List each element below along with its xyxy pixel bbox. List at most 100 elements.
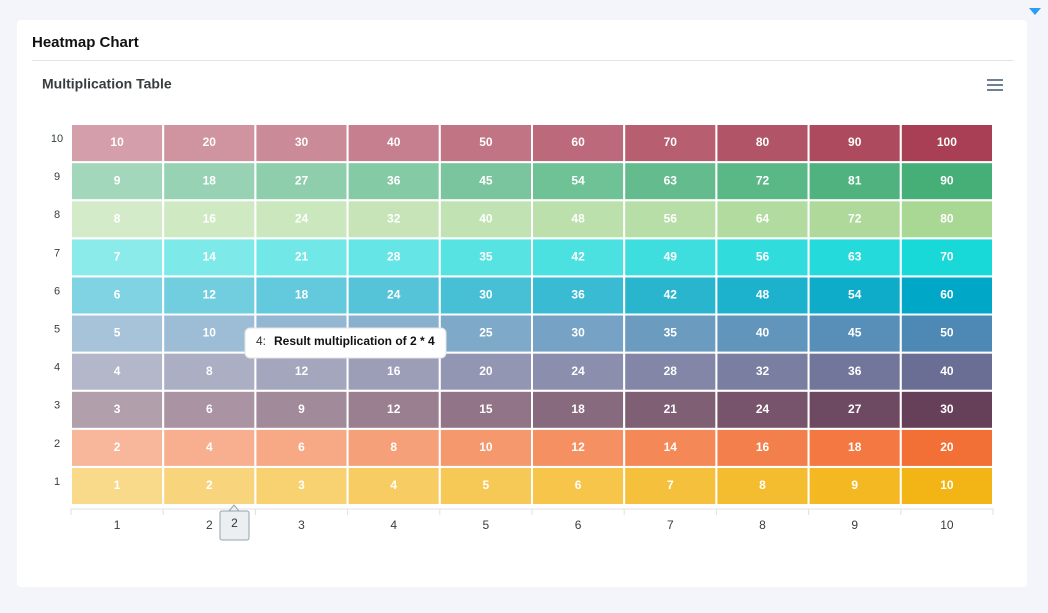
cell-label: 10 — [940, 478, 954, 492]
heatmap-cell — [715, 237, 810, 278]
x-tooltip-text: 2 — [231, 516, 238, 530]
heatmap-cell — [623, 427, 718, 468]
heatmap-cell — [807, 465, 902, 506]
x-tooltip-arrow — [227, 504, 241, 512]
cell-label: 28 — [664, 364, 678, 378]
heatmap-cell — [70, 275, 165, 316]
cell-label: 16 — [756, 440, 770, 454]
cell-label: 20 — [940, 440, 954, 454]
heatmap-cell — [623, 199, 718, 240]
tooltip-label: 4: — [256, 334, 266, 348]
cell-label: 49 — [664, 250, 678, 264]
tooltip: 4: Result multiplication of 2 * 4 — [244, 327, 447, 359]
cell-label: 16 — [203, 211, 217, 225]
cell-label: 60 — [571, 135, 585, 149]
cell-label: 20 — [479, 364, 493, 378]
cell-label: 50 — [940, 326, 954, 340]
cell-label: 35 — [479, 250, 493, 264]
y-tick-label: 4 — [54, 362, 60, 374]
cell-label: 16 — [387, 364, 401, 378]
cell-label: 24 — [387, 288, 401, 302]
cell-label: 80 — [756, 135, 770, 149]
cell-label: 45 — [479, 173, 493, 187]
cell-label: 6 — [206, 402, 213, 416]
cell-label: 72 — [848, 211, 862, 225]
cell-label: 15 — [479, 402, 493, 416]
cell-label: 48 — [571, 211, 585, 225]
heatmap-cell — [70, 161, 165, 202]
y-tick-label: 7 — [54, 247, 60, 259]
menu-icon[interactable] — [987, 79, 1003, 91]
cell-label: 50 — [479, 135, 493, 149]
heatmap-cell — [899, 199, 994, 240]
dropdown-arrow[interactable] — [1029, 8, 1041, 15]
cell-label: 63 — [848, 250, 862, 264]
cell-label: 35 — [664, 326, 678, 340]
heatmap-cell — [346, 237, 441, 278]
cell-label: 32 — [387, 211, 401, 225]
heatmap-cell — [346, 123, 441, 164]
cell-label: 56 — [756, 250, 770, 264]
heatmap-cell — [899, 389, 994, 430]
heatmap-cell — [438, 465, 533, 506]
cell-label: 5 — [114, 326, 121, 340]
heatmap-cell — [715, 351, 810, 392]
heatmap-cell — [623, 275, 718, 316]
cell-label: 14 — [203, 250, 217, 264]
cell-label: 24 — [571, 364, 585, 378]
cell-label: 40 — [479, 211, 493, 225]
heatmap-cell — [346, 465, 441, 506]
cell-label: 21 — [295, 250, 309, 264]
y-tick-label: 1 — [54, 476, 60, 488]
cell-label: 9 — [851, 478, 858, 492]
cell-label: 10 — [479, 440, 493, 454]
cell-label: 36 — [848, 364, 862, 378]
heatmap-cell — [70, 465, 165, 506]
heatmap-cell — [715, 389, 810, 430]
cell-label: 8 — [114, 211, 121, 225]
cell-label: 8 — [759, 478, 766, 492]
cell-label: 25 — [479, 326, 493, 340]
cell-label: 48 — [756, 288, 770, 302]
cell-label: 9 — [298, 402, 305, 416]
x-tick-label: 9 — [851, 518, 858, 532]
cell-label: 80 — [940, 211, 954, 225]
cell-label: 6 — [575, 478, 582, 492]
y-tick-label: 3 — [54, 400, 60, 412]
tooltip-text: Result multiplication of 2 * 4 — [274, 334, 435, 348]
heatmap-cell — [254, 199, 349, 240]
heatmap-cell — [531, 123, 626, 164]
heatmap-cell — [70, 123, 165, 164]
cell-label: 90 — [940, 173, 954, 187]
cell-label: 20 — [203, 135, 217, 149]
cell-label: 12 — [295, 364, 309, 378]
cell-label: 70 — [664, 135, 678, 149]
cell-label: 36 — [571, 288, 585, 302]
heatmap-cell — [807, 275, 902, 316]
cell-label: 60 — [940, 288, 954, 302]
cell-label: 18 — [203, 173, 217, 187]
heatmap-cell — [438, 123, 533, 164]
cell-label: 12 — [571, 440, 585, 454]
cell-label: 5 — [483, 478, 490, 492]
x-tick-label: 7 — [667, 518, 674, 532]
heatmap-cell — [807, 199, 902, 240]
cell-label: 30 — [571, 326, 585, 340]
cell-label: 10 — [203, 326, 217, 340]
cell-label: 100 — [937, 135, 957, 149]
cell-label: 30 — [940, 402, 954, 416]
heatmap-cell — [623, 161, 718, 202]
x-tick-label: 10 — [940, 518, 954, 532]
x-tick-label: 4 — [390, 518, 397, 532]
cell-label: 64 — [756, 211, 770, 225]
heatmap-cell — [254, 275, 349, 316]
cell-label: 54 — [571, 173, 585, 187]
heatmap-cell — [162, 275, 257, 316]
cell-label: 70 — [940, 250, 954, 264]
cell-label: 81 — [848, 173, 862, 187]
cell-label: 2 — [206, 478, 213, 492]
cell-label: 28 — [387, 250, 401, 264]
cell-label: 6 — [114, 288, 121, 302]
x-tick-label: 5 — [483, 518, 490, 532]
